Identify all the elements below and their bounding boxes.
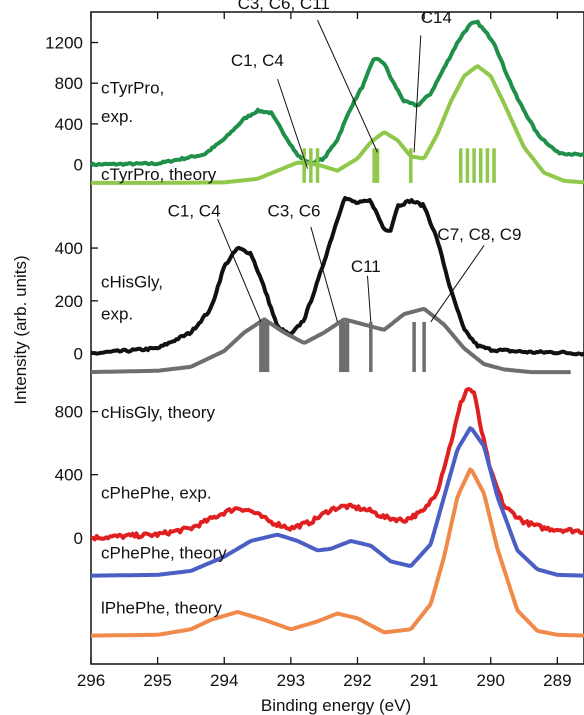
annotation-leader xyxy=(430,245,485,323)
series-line xyxy=(90,64,584,185)
series-label: cHisGly, xyxy=(101,273,163,292)
panel-cPhePhe: 0 400 800 cHisGly, theory cPhePhe, exp. cPheP… xyxy=(55,387,584,638)
x-tick-label: 296 xyxy=(77,671,105,690)
x-tick-label: 289 xyxy=(543,671,571,690)
annotation-leader xyxy=(413,35,422,153)
annotation-label: C1, C4 xyxy=(231,51,284,70)
annotation-leader xyxy=(310,226,338,323)
series-line xyxy=(90,195,584,357)
y-axis-title: Intensity (arb. units) xyxy=(11,255,30,404)
series-label: lPhePhe, theory xyxy=(101,599,222,618)
annotation-label: C11 xyxy=(351,257,381,276)
annotation-leader xyxy=(317,19,378,153)
x-tick-label: 292 xyxy=(343,671,371,690)
plot-area: 296 295 294 293 292 291 290 289 0 400 800 1200 C1, C… xyxy=(45,0,584,690)
annotation-leader xyxy=(217,218,262,323)
series-line xyxy=(90,387,584,542)
plot-frame xyxy=(90,11,584,665)
y-tick-label: 0 xyxy=(74,156,83,175)
annotation-label: C7, C8, C9 xyxy=(437,225,521,244)
x-tick-label: 290 xyxy=(477,671,505,690)
series-line xyxy=(90,426,584,578)
x-tick-label: 295 xyxy=(143,671,171,690)
series-line xyxy=(90,467,584,638)
y-tick-label: 800 xyxy=(55,403,83,422)
panel-cTyrPro: 0 400 800 1200 C1, C4 C3, C6, C11 C14 cTyrPro, e… xyxy=(45,0,584,185)
series-label: exp. xyxy=(101,304,133,323)
series-label: cTyrPro, xyxy=(101,78,164,97)
x-tick-label: 291 xyxy=(410,671,438,690)
panel-cHisGly: 0 200 400 C1, C4 C3, C6 C11 C7, C8, C9 cHisGly,… xyxy=(55,195,584,375)
series-line xyxy=(89,19,584,168)
series-label: cHisGly, theory xyxy=(101,403,215,422)
annotation-leader xyxy=(366,275,372,322)
annotation-label: C3, C6, C11 xyxy=(238,0,330,13)
annotation-leader xyxy=(277,78,308,169)
y-tick-label: 400 xyxy=(55,115,83,134)
y-tick-label: 1200 xyxy=(45,34,83,53)
annotation-label: C3, C6 xyxy=(268,201,321,220)
annotation-label: C14 xyxy=(421,8,452,27)
annotation-label: C1, C4 xyxy=(168,201,221,220)
y-tick-label: 400 xyxy=(55,239,83,258)
series-line xyxy=(90,307,571,375)
y-tick-label: 800 xyxy=(55,74,83,93)
series-label: cPhePhe, exp. xyxy=(101,483,212,502)
y-tick-label: 200 xyxy=(55,292,83,311)
series-label: cTyrPro, theory xyxy=(101,165,217,184)
y-tick-label: 0 xyxy=(74,345,83,364)
x-tick-label: 293 xyxy=(277,671,305,690)
x-tick-label: 294 xyxy=(210,671,238,690)
y-tick-label: 400 xyxy=(55,466,83,485)
series-label: exp. xyxy=(101,107,133,126)
x-axis-title: Binding energy (eV) xyxy=(261,696,411,715)
y-tick-label: 0 xyxy=(74,529,83,548)
series-label: cPhePhe, theory xyxy=(101,543,227,562)
